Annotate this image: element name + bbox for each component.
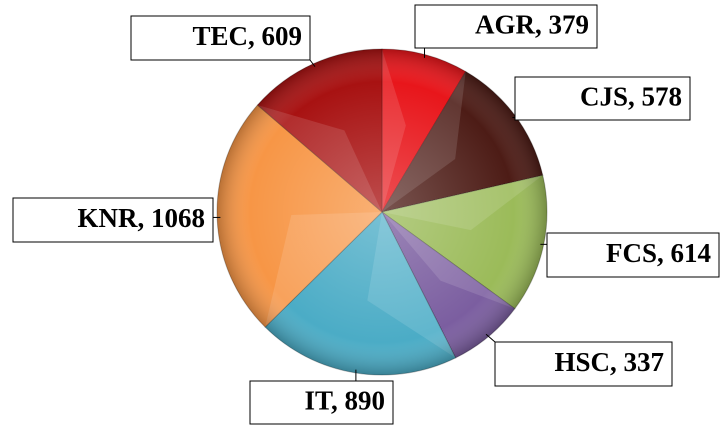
label-box [546,232,720,278]
labels: AGR, 379 CJS, 578 FCS, 614 HSC, 337 IT, 890 K… [12,4,720,425]
label-box [12,197,214,243]
data-label: IT, 890 [304,386,385,416]
pie-shading [217,49,547,375]
data-label: KNR, 1068 [78,203,206,233]
label-box [130,15,311,61]
leader-line [485,333,496,343]
data-label: FCS, 614 [606,238,711,268]
data-label: CJS, 578 [580,82,682,112]
label-box [249,380,394,425]
label-box [414,4,598,49]
label-box [514,76,691,121]
data-label: AGR, 379 [475,10,589,40]
label-box [494,341,673,387]
data-label: TEC, 609 [192,21,302,51]
data-label: HSC, 337 [554,347,664,377]
leader-line [309,59,316,67]
pie: AGRCJSFCSHSCITKNRTEC [216,48,548,376]
